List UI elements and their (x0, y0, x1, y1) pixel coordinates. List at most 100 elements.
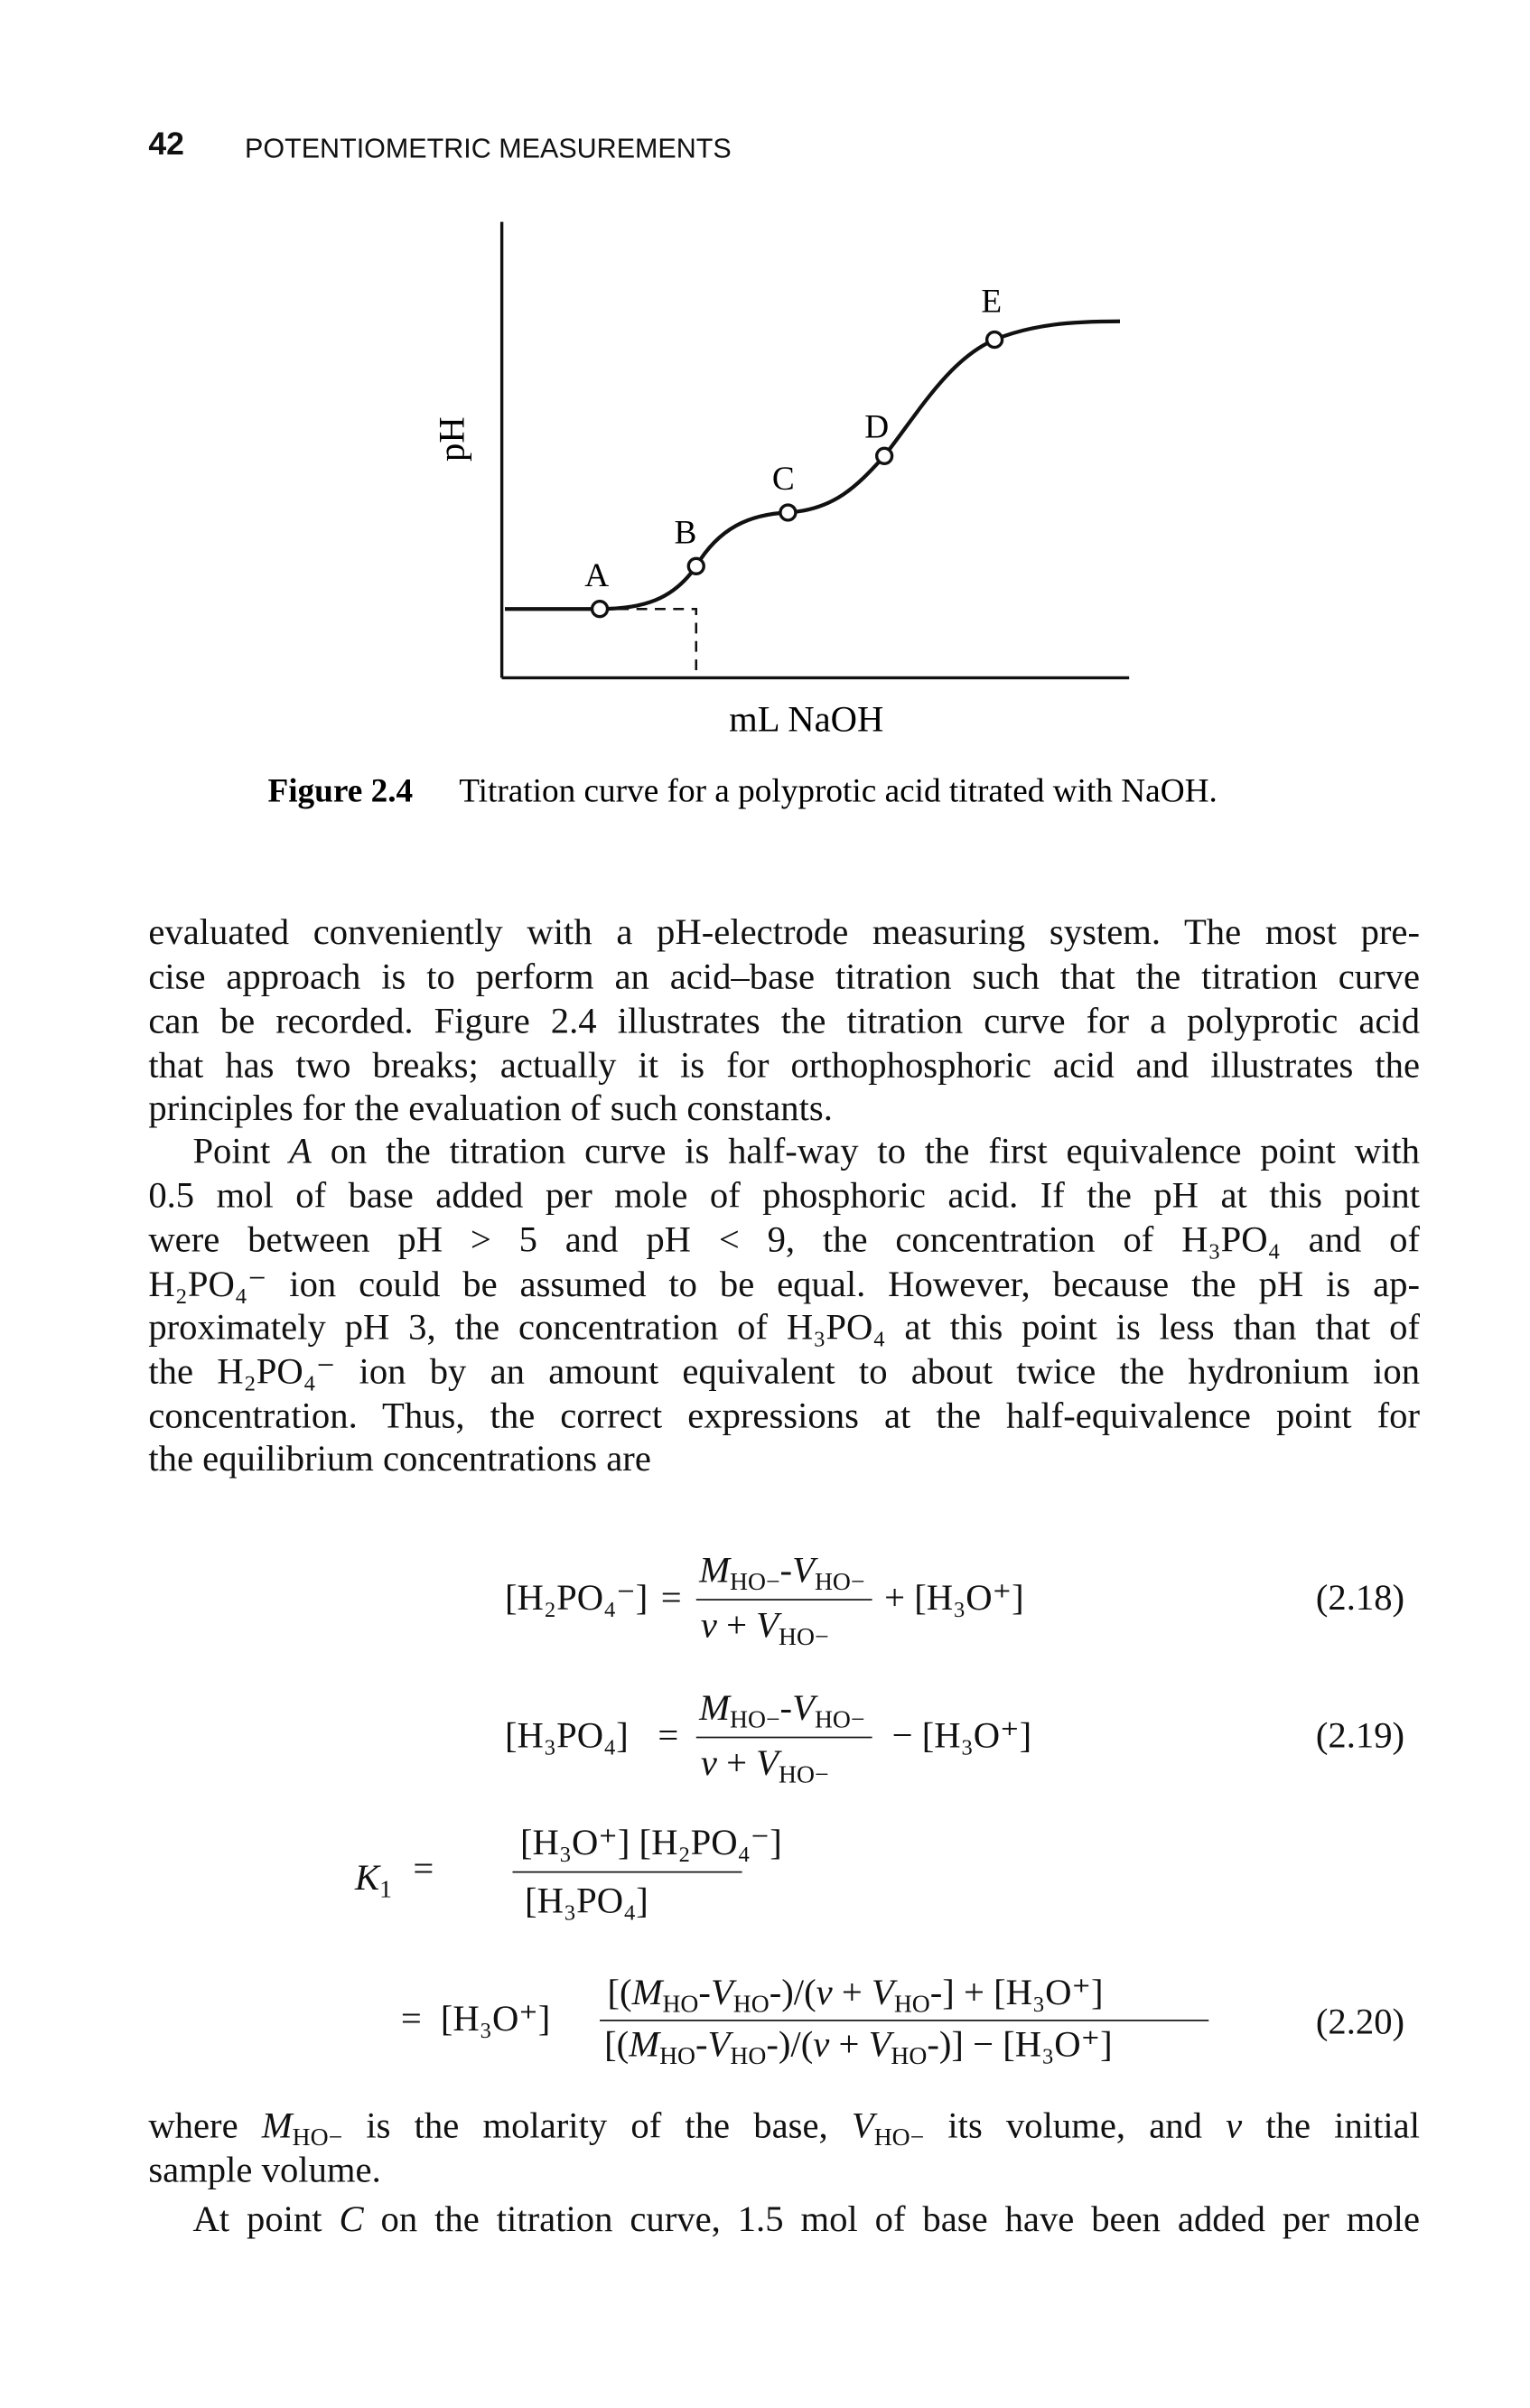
text-run: V (792, 1689, 815, 1730)
text-run: V (707, 2025, 731, 2066)
text-run: -)/( (766, 2025, 814, 2066)
equation-denominator: [H₃PO₄] (525, 1881, 648, 1922)
text-run: v (813, 2025, 830, 2066)
point-label: E (981, 284, 1002, 321)
text-run: on the titration curve is half-way to th… (311, 1132, 1421, 1172)
text-run: HO− (814, 1703, 865, 1734)
text-run: - (779, 1689, 793, 1730)
text-run: - (695, 2025, 708, 2066)
text-run: the initial (1242, 2106, 1421, 2147)
equation-operator: = (660, 1579, 682, 1619)
body-line: principles for the evaluation of such co… (148, 1089, 833, 1130)
text-run: HO− (730, 1566, 780, 1596)
text-run: where (148, 2106, 262, 2147)
text-run: HO− (814, 1566, 865, 1596)
point-label: B (674, 514, 696, 551)
equation-operator: = (400, 2000, 422, 2040)
equation-operator: = (658, 1716, 679, 1757)
point-label: A (584, 557, 609, 594)
text-run: V (871, 1974, 894, 2014)
text-run: its volume, and (924, 2106, 1227, 2147)
equation-numerator: MHO−-VHO− (699, 1686, 865, 1734)
equation-lhs: [H₃O⁺] (440, 2000, 551, 2040)
text-run: is the molarity of the base, (342, 2106, 852, 2147)
caption-label: Figure 2.4 (267, 773, 413, 810)
equation-denominator: v + VHO− (700, 1741, 829, 1789)
text-run: -)/( (769, 1974, 816, 2014)
text-run: [( (607, 1974, 632, 2014)
body-line: cise approach is to perform an acid–base… (148, 957, 1421, 998)
body-line: evaluated conveniently with a pH-electro… (148, 913, 1421, 954)
fraction-line (512, 1871, 742, 1873)
text-run: HO− (779, 1621, 829, 1651)
text-run: A (289, 1132, 312, 1172)
body-line: were between pH > 5 and pH < 9, the conc… (148, 1220, 1421, 1261)
text-run: - (779, 1551, 793, 1591)
text-run: HO (891, 2040, 928, 2070)
text-run: + (832, 1974, 872, 2014)
point-markers (590, 330, 1004, 619)
equation-lhs: [H₂PO₄⁻] (505, 1579, 648, 1619)
text-run: HO (732, 1989, 770, 2019)
equation-lhs: K1 (355, 1856, 392, 1904)
point-a (590, 600, 610, 619)
text-run: HO− (873, 2122, 925, 2151)
body-line: Point A on the titration curve is half-w… (192, 1129, 1420, 1175)
text-run: M (629, 2025, 660, 2066)
text-run: M (699, 1689, 731, 1730)
text-run: [( (604, 2025, 630, 2066)
fraction-line (695, 1736, 872, 1739)
equation-rhs: + [H₃O⁺] (884, 1579, 1024, 1619)
point-c (779, 503, 798, 522)
text-run: HO− (292, 2122, 343, 2151)
text-run: Point (192, 1132, 290, 1172)
text-run: v (700, 1744, 717, 1785)
body-line: where MHO− is the molarity of the base, … (148, 2104, 1420, 2150)
text-run: V (710, 1974, 733, 2014)
text-run: K (355, 1859, 380, 1899)
text-run: V (756, 1744, 779, 1785)
point-d (874, 446, 894, 465)
point-labels: A B C D E (584, 284, 1002, 594)
equation-operator: = (413, 1850, 434, 1890)
text-run: M (261, 2106, 293, 2147)
body-line: the equilibrium concentrations are (148, 1440, 651, 1480)
text-run: V (792, 1551, 815, 1591)
text-run: M (631, 1974, 663, 2014)
equation-numerator: [(MHO-VHO-)/(v + VHO-] + [H₃O⁺] (607, 1971, 1104, 2019)
text-run: on the titration curve, 1.5 mol of base … (363, 2199, 1421, 2241)
equation-number: (2.19) (1315, 1716, 1405, 1757)
text-run: V (851, 2106, 874, 2147)
point-label: C (772, 461, 795, 498)
text-run: C (339, 2199, 364, 2241)
text-run: HO− (730, 1703, 780, 1734)
equation-lhs: [H₃PO₄] (505, 1716, 629, 1757)
equation-rhs: − [H₃O⁺] (891, 1716, 1032, 1757)
text-run: v (1226, 2106, 1243, 2147)
body-line: the H₂PO₄⁻ ion by an amount equivalent t… (148, 1352, 1421, 1393)
caption-text: Titration curve for a polyprotic acid ti… (459, 773, 1217, 810)
equation-numerator: [H₃O⁺] [H₂PO₄⁻] (519, 1824, 782, 1864)
guide-lines (600, 607, 698, 678)
text-run: V (756, 1606, 779, 1647)
equation-denominator: v + VHO− (701, 1603, 829, 1651)
text-run: V (868, 2025, 891, 2066)
text-run: HO− (779, 1759, 829, 1789)
running-title: POTENTIOMETRIC MEASUREMENTS (245, 133, 732, 164)
text-run: M (699, 1551, 731, 1591)
body-line: can be recorded. Figure 2.4 illustrates … (148, 1002, 1421, 1042)
point-b (686, 556, 705, 575)
page-number: 42 (148, 126, 184, 163)
body-line: proximately pH 3, the concentration of H… (148, 1308, 1421, 1349)
text-run: HO (659, 2040, 696, 2070)
body-line: 0.5 mol of base added per mole of phosph… (148, 1176, 1421, 1217)
equation-number: (2.20) (1315, 2002, 1405, 2043)
y-axis-label: pH (431, 416, 471, 462)
text-run: 1 (379, 1873, 392, 1904)
text-run: - (698, 1974, 711, 2014)
point-e (984, 330, 1004, 350)
text-run: + (716, 1744, 757, 1785)
body-line: that has two breaks; actually it is for … (148, 1046, 1421, 1087)
body-line: concentration. Thus, the correct express… (148, 1396, 1421, 1437)
